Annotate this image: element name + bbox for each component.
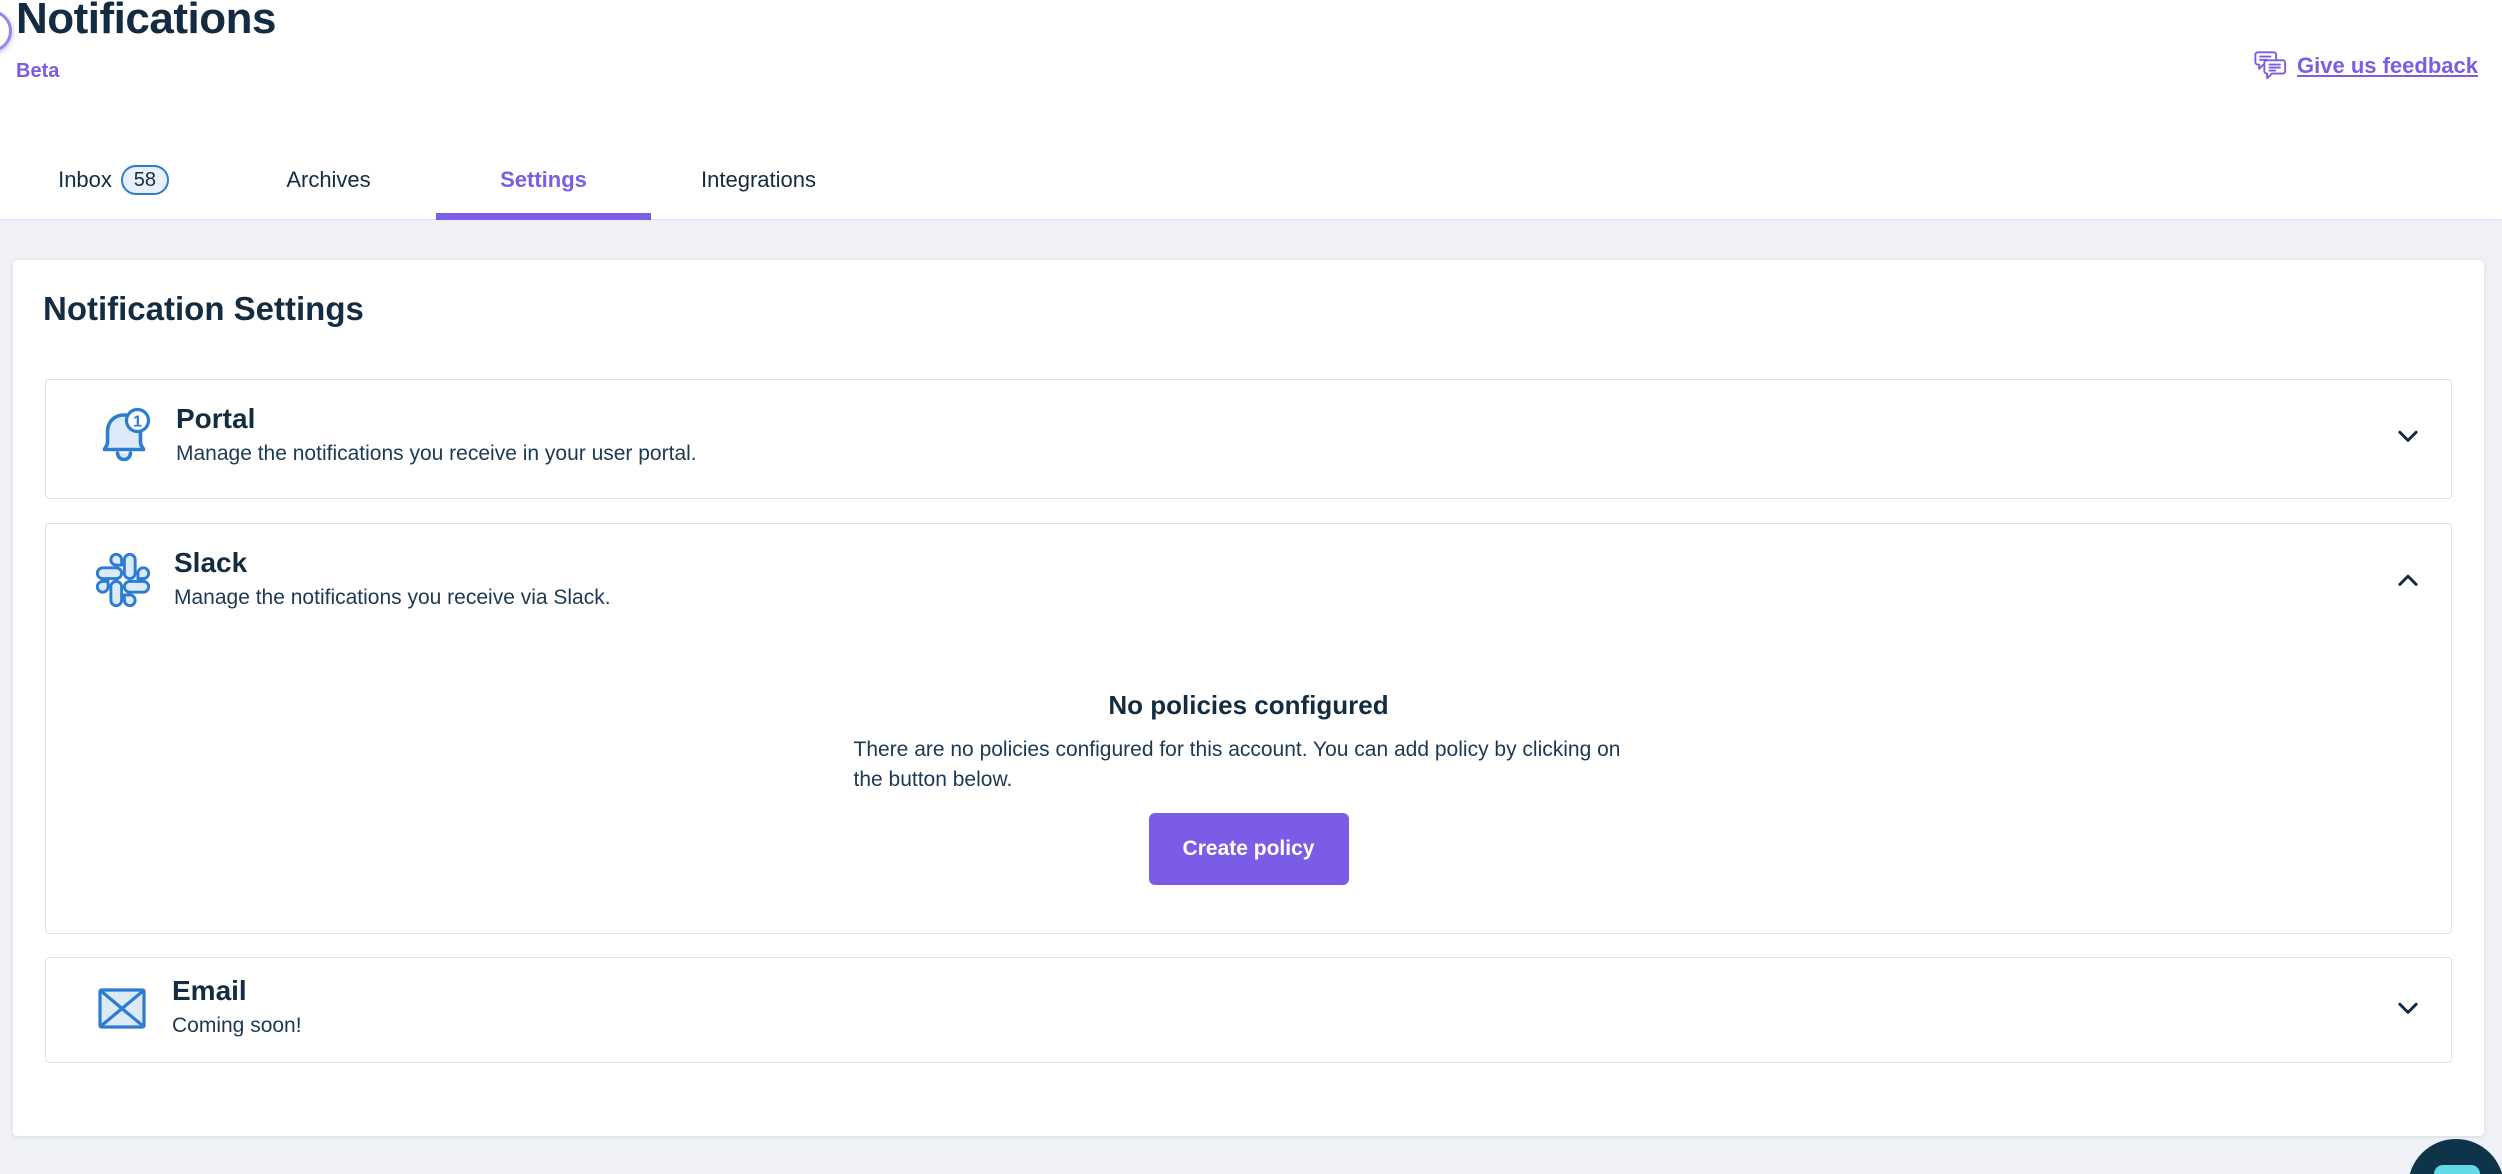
edge-floating-button[interactable] [0,10,12,52]
portal-title: Portal [176,403,256,434]
portal-section-header[interactable]: 1 Portal Manage the notifications you re… [46,380,2451,491]
email-title: Email [172,975,247,1006]
slack-texts: Slack Manage the notifications you recei… [174,546,611,613]
tab-archives-label: Archives [286,167,371,192]
slack-title: Slack [174,547,248,578]
tab-settings-label: Settings [500,167,587,192]
chevron-down-icon[interactable] [2393,993,2423,1023]
email-texts: Email Coming soon! [172,974,302,1041]
chat-widget-icon [2434,1165,2480,1174]
beta-badge: Beta [16,60,60,82]
tab-integrations-label: Integrations [701,167,816,192]
portal-section: 1 Portal Manage the notifications you re… [45,379,2452,499]
empty-state-message: There are no policies configured for thi… [853,738,1621,791]
portal-description: Manage the notifications you receive in … [176,442,697,465]
email-section: Email Coming soon! [45,957,2452,1063]
create-policy-button[interactable]: Create policy [1148,813,1349,885]
chevron-down-icon[interactable] [2393,421,2423,451]
inbox-count-badge: 58 [120,165,169,195]
slack-description: Manage the notifications you receive via… [174,586,611,609]
tab-integrations[interactable]: Integrations [651,141,866,219]
tab-settings[interactable]: Settings [436,141,651,220]
slack-empty-state: No policies configured There are no poli… [46,635,2451,929]
notification-settings-card: Notification Settings 1 Portal Manage th… [13,260,2484,1136]
tab-inbox-label: Inbox [58,167,112,192]
slack-logo-icon [94,551,152,609]
main-content: Notification Settings 1 Portal Manage th… [0,220,2502,1136]
chat-bubbles-icon [2253,50,2287,81]
bell-badge-count: 1 [133,413,142,430]
card-heading: Notification Settings [43,290,364,327]
slack-section: Slack Manage the notifications you recei… [45,523,2452,934]
give-feedback-link[interactable]: Give us feedback [2253,50,2478,81]
page-title: Notifications [16,0,276,43]
slack-section-header[interactable]: Slack Manage the notifications you recei… [46,524,2451,635]
chevron-up-icon[interactable] [2393,565,2423,595]
tab-archives[interactable]: Archives [221,141,436,219]
tab-inbox[interactable]: Inbox 58 [6,141,221,219]
tab-bar: Inbox 58 Archives Settings Integrations [6,141,866,220]
envelope-icon [94,980,150,1036]
email-section-header[interactable]: Email Coming soon! [46,958,2451,1057]
chat-widget-button[interactable] [2408,1139,2502,1174]
portal-texts: Portal Manage the notifications you rece… [176,402,697,469]
empty-state-title: No policies configured [1108,690,1389,720]
give-feedback-label: Give us feedback [2297,52,2478,78]
email-description: Coming soon! [172,1014,302,1037]
page-header: Notifications Beta Give us feedback Inbo… [0,0,2502,220]
bell-notification-icon: 1 [94,405,154,467]
